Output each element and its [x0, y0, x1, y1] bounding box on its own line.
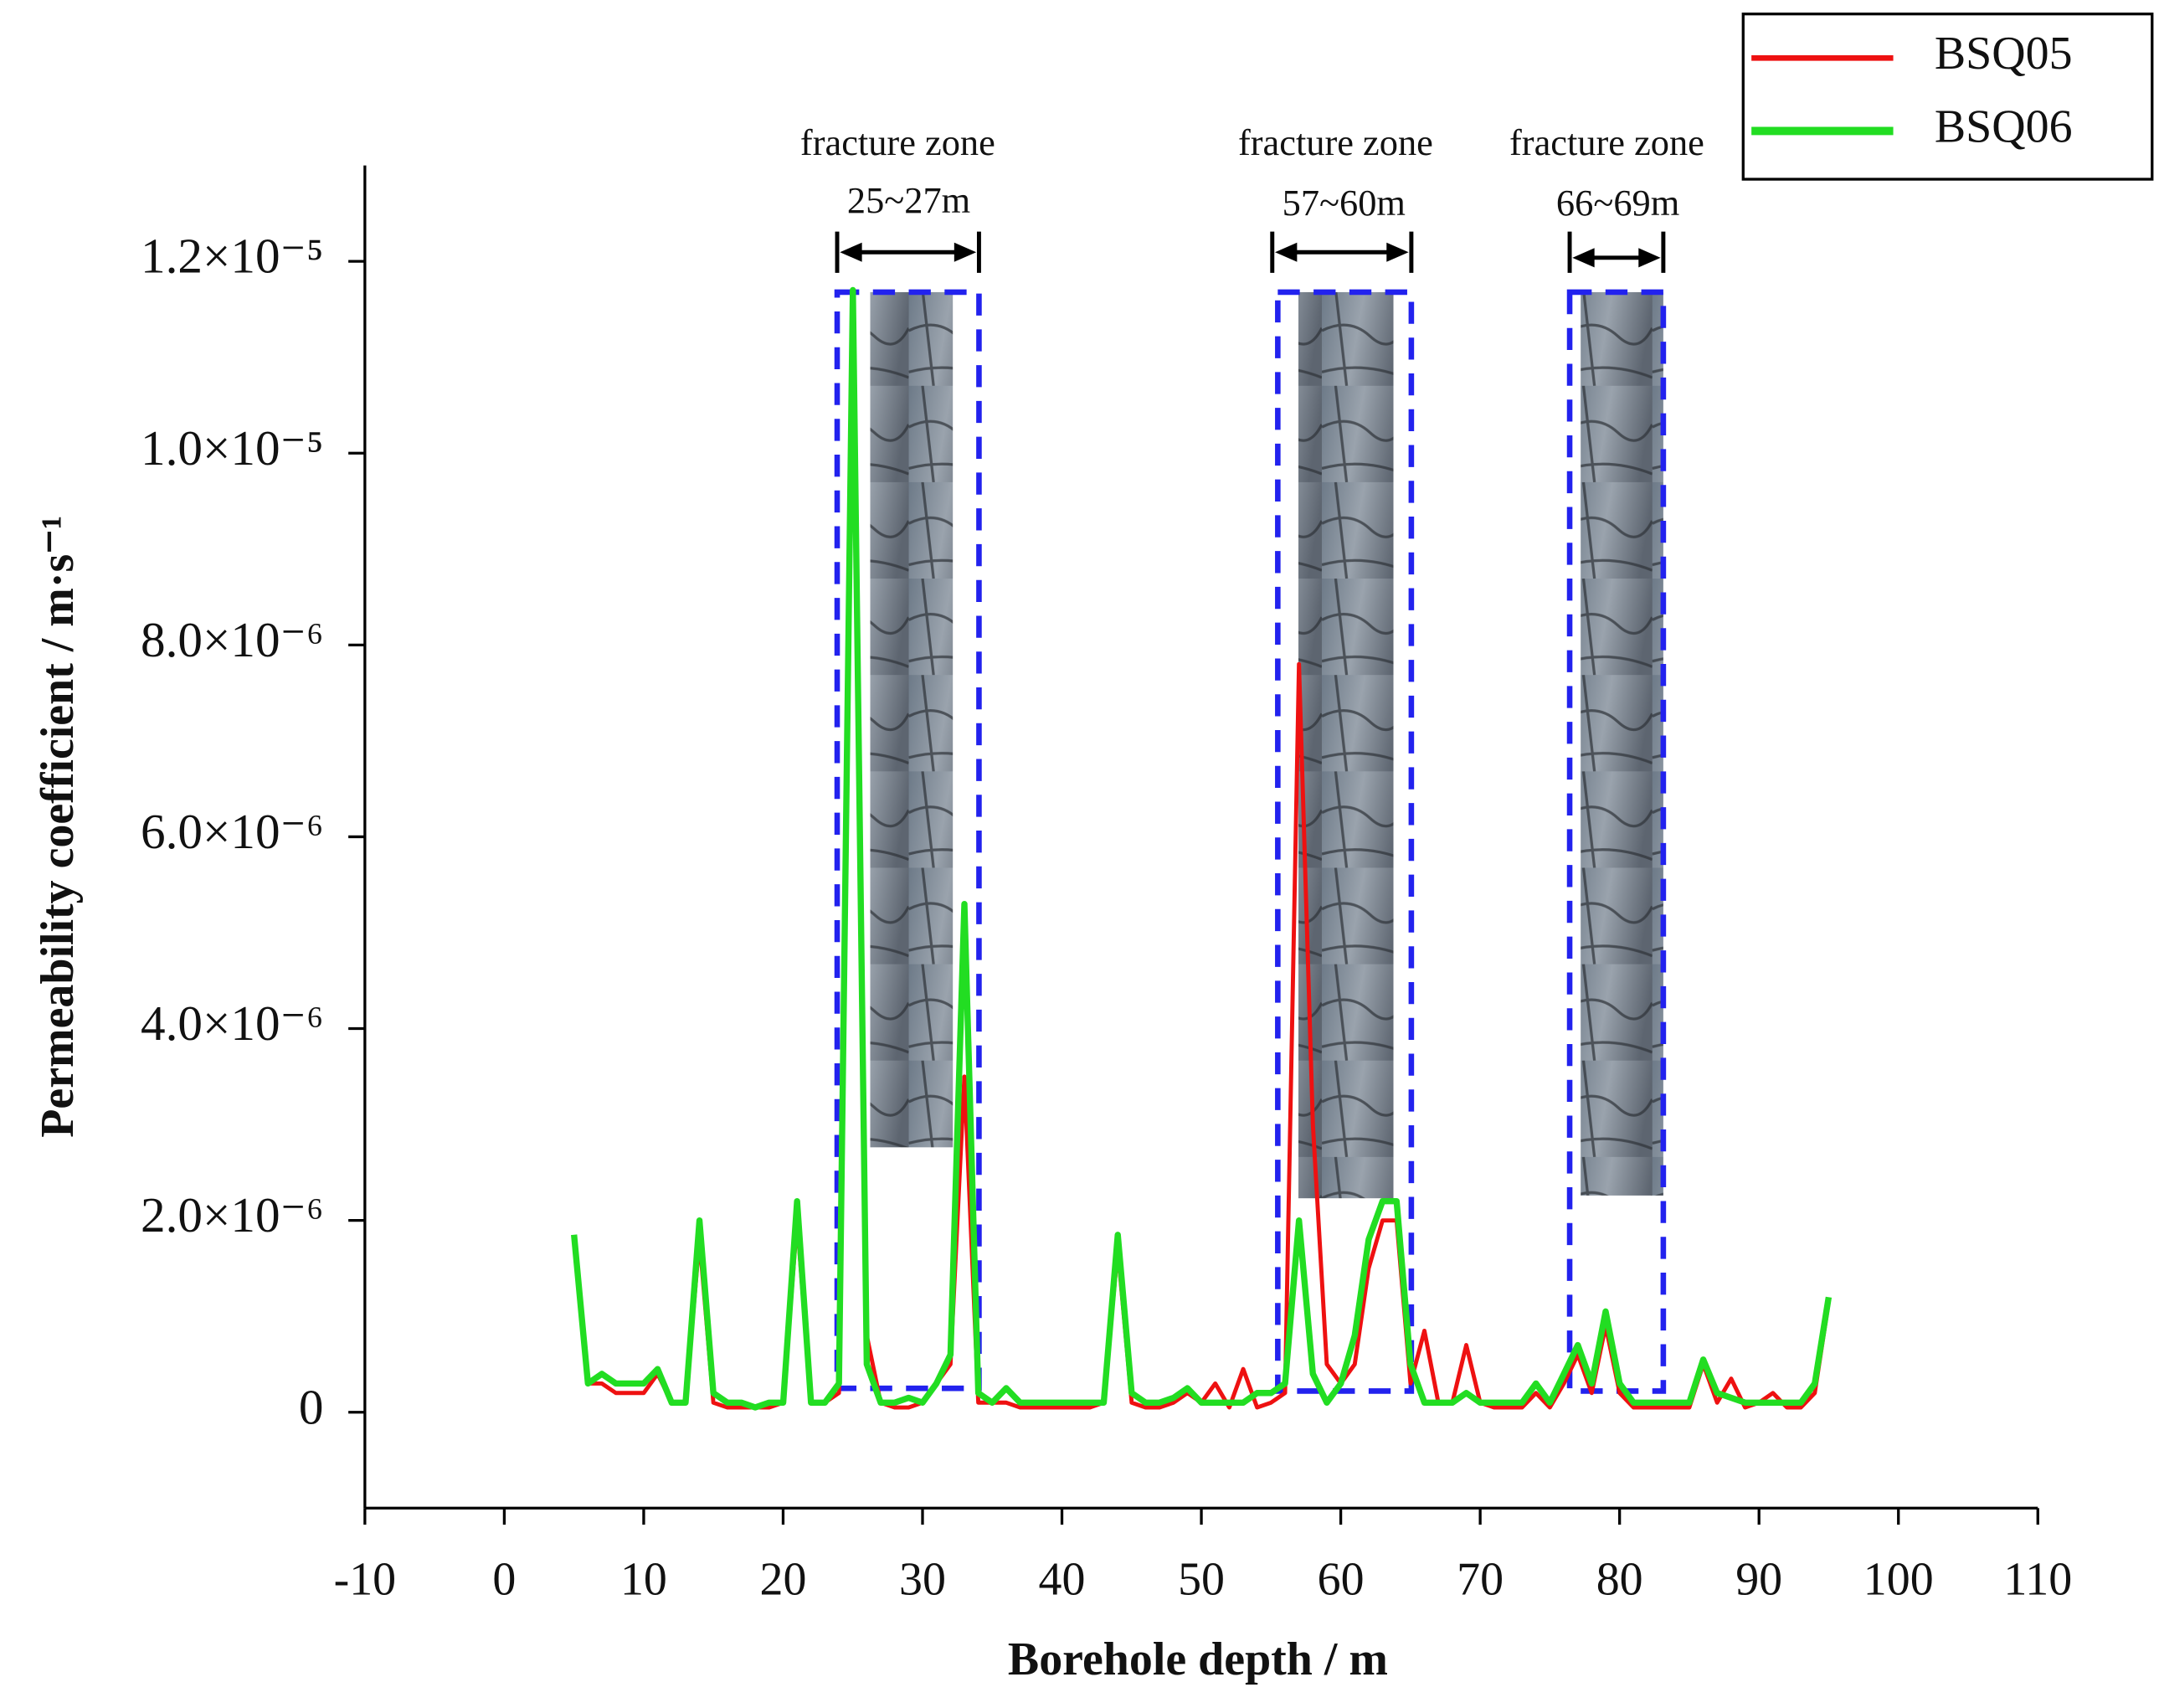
core-photo — [1581, 291, 1663, 1196]
core-photo — [1298, 291, 1394, 1199]
y-tick-label: 6.0×10⁻⁶ — [141, 804, 324, 859]
x-tick-label: 80 — [1596, 1554, 1643, 1606]
y-axis-title: Permeability coefficient / m·s⁻¹ — [32, 515, 84, 1137]
x-tick-label: 0 — [492, 1554, 516, 1606]
x-tick-label: 100 — [1863, 1554, 1934, 1606]
x-tick-label: 110 — [2003, 1554, 2072, 1606]
y-tick-label: 1.2×10⁻⁵ — [141, 229, 324, 284]
legend: BSQ05 BSQ06 — [1741, 13, 2154, 181]
annotation-range: 66~69m — [1556, 182, 1679, 224]
annotation-title: fracture zone — [800, 121, 995, 163]
x-tick-label: 30 — [899, 1554, 946, 1606]
y-tick-label: 0 — [299, 1379, 324, 1434]
x-tick-label: 20 — [760, 1554, 807, 1606]
x-tick-label: 90 — [1735, 1554, 1782, 1606]
legend-box — [1741, 13, 2154, 181]
zone-boxes — [834, 289, 1667, 1394]
annotation-title: fracture zone — [1238, 121, 1433, 163]
core-photo — [870, 291, 954, 1148]
x-tick-label: 60 — [1318, 1554, 1365, 1606]
y-tick-label: 1.0×10⁻⁵ — [141, 420, 324, 476]
zone-box — [834, 289, 982, 1392]
x-tick-label: -10 — [334, 1554, 397, 1606]
legend-label: BSQ06 — [1935, 100, 2073, 152]
x-axis-title: Borehole depth / m — [1008, 1633, 1388, 1685]
x-tick-label: 50 — [1178, 1554, 1225, 1606]
x-tick-label: 40 — [1039, 1554, 1086, 1606]
zone-box — [1566, 289, 1667, 1394]
y-tick-label: 8.0×10⁻⁶ — [141, 612, 324, 667]
core-photos — [870, 291, 1663, 1199]
x-tick-label: 70 — [1457, 1554, 1504, 1606]
series-line — [571, 286, 1833, 1411]
annotation-range: 25~27m — [847, 179, 970, 221]
annotation-title: fracture zone — [1509, 121, 1704, 163]
zone-box — [1275, 289, 1415, 1394]
legend-label: BSQ05 — [1935, 28, 2073, 80]
y-tick-label: 4.0×10⁻⁶ — [141, 995, 324, 1051]
y-tick-label: 2.0×10⁻⁶ — [141, 1187, 324, 1242]
x-tick-label: 10 — [620, 1554, 667, 1606]
zone-arrows — [835, 231, 1666, 273]
annotation-range: 57~60m — [1283, 182, 1406, 224]
